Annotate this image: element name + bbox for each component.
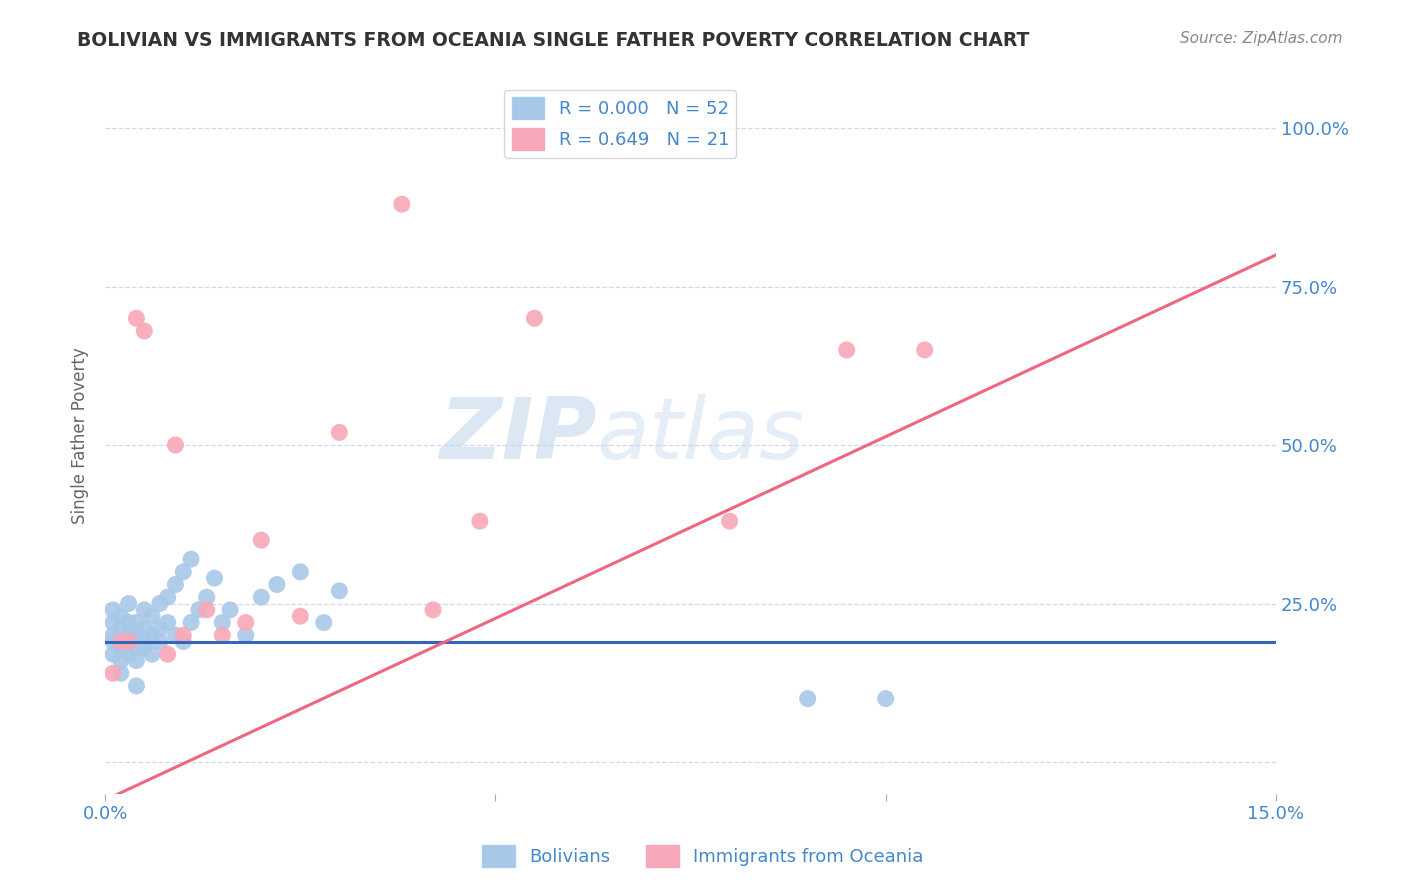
Point xyxy=(172,565,194,579)
Point xyxy=(180,615,202,630)
Point xyxy=(134,640,156,655)
Text: ZIP: ZIP xyxy=(439,394,598,477)
Point xyxy=(172,634,194,648)
Point xyxy=(235,615,257,630)
Point xyxy=(117,634,139,648)
Point xyxy=(422,603,444,617)
Point xyxy=(134,622,156,636)
Point xyxy=(117,634,139,648)
Point xyxy=(101,666,124,681)
Point xyxy=(110,666,132,681)
Point xyxy=(141,609,163,624)
Point xyxy=(195,590,218,604)
Point xyxy=(125,615,148,630)
Point xyxy=(195,603,218,617)
Point xyxy=(391,197,413,211)
Text: BOLIVIAN VS IMMIGRANTS FROM OCEANIA SINGLE FATHER POVERTY CORRELATION CHART: BOLIVIAN VS IMMIGRANTS FROM OCEANIA SING… xyxy=(77,31,1029,50)
Point xyxy=(110,654,132,668)
Point xyxy=(165,577,187,591)
Point xyxy=(125,311,148,326)
Point xyxy=(718,514,741,528)
Point xyxy=(101,628,124,642)
Point xyxy=(211,628,233,642)
Text: atlas: atlas xyxy=(598,394,804,477)
Text: Source: ZipAtlas.com: Source: ZipAtlas.com xyxy=(1180,31,1343,46)
Point xyxy=(141,628,163,642)
Point xyxy=(149,597,172,611)
Point xyxy=(204,571,226,585)
Point xyxy=(266,577,288,591)
Legend: Bolivians, Immigrants from Oceania: Bolivians, Immigrants from Oceania xyxy=(475,838,931,874)
Point xyxy=(149,622,172,636)
Point xyxy=(110,622,132,636)
Point xyxy=(914,343,936,357)
Point xyxy=(101,615,124,630)
Point xyxy=(134,634,156,648)
Point xyxy=(835,343,858,357)
Point xyxy=(290,565,312,579)
Point xyxy=(156,615,179,630)
Point xyxy=(250,590,273,604)
Point xyxy=(101,603,124,617)
Point xyxy=(796,691,818,706)
Legend: R = 0.000   N = 52, R = 0.649   N = 21: R = 0.000 N = 52, R = 0.649 N = 21 xyxy=(505,90,737,158)
Point xyxy=(101,634,124,648)
Point xyxy=(134,324,156,338)
Point xyxy=(125,628,148,642)
Point xyxy=(165,628,187,642)
Point xyxy=(110,640,132,655)
Point xyxy=(523,311,546,326)
Point xyxy=(149,634,172,648)
Point xyxy=(250,533,273,548)
Point xyxy=(187,603,209,617)
Point xyxy=(117,628,139,642)
Y-axis label: Single Father Poverty: Single Father Poverty xyxy=(72,347,89,524)
Point xyxy=(125,654,148,668)
Point xyxy=(117,597,139,611)
Point xyxy=(110,634,132,648)
Point xyxy=(290,609,312,624)
Point xyxy=(134,603,156,617)
Point xyxy=(328,425,350,440)
Point xyxy=(165,438,187,452)
Point xyxy=(141,647,163,661)
Point xyxy=(180,552,202,566)
Point xyxy=(101,647,124,661)
Point xyxy=(312,615,335,630)
Point xyxy=(235,628,257,642)
Point xyxy=(156,647,179,661)
Point xyxy=(125,640,148,655)
Point xyxy=(125,679,148,693)
Point xyxy=(110,634,132,648)
Point xyxy=(328,583,350,598)
Point xyxy=(117,647,139,661)
Point xyxy=(219,603,242,617)
Point xyxy=(211,615,233,630)
Point xyxy=(117,615,139,630)
Point xyxy=(156,590,179,604)
Point xyxy=(468,514,491,528)
Point xyxy=(172,628,194,642)
Point xyxy=(875,691,897,706)
Point xyxy=(110,609,132,624)
